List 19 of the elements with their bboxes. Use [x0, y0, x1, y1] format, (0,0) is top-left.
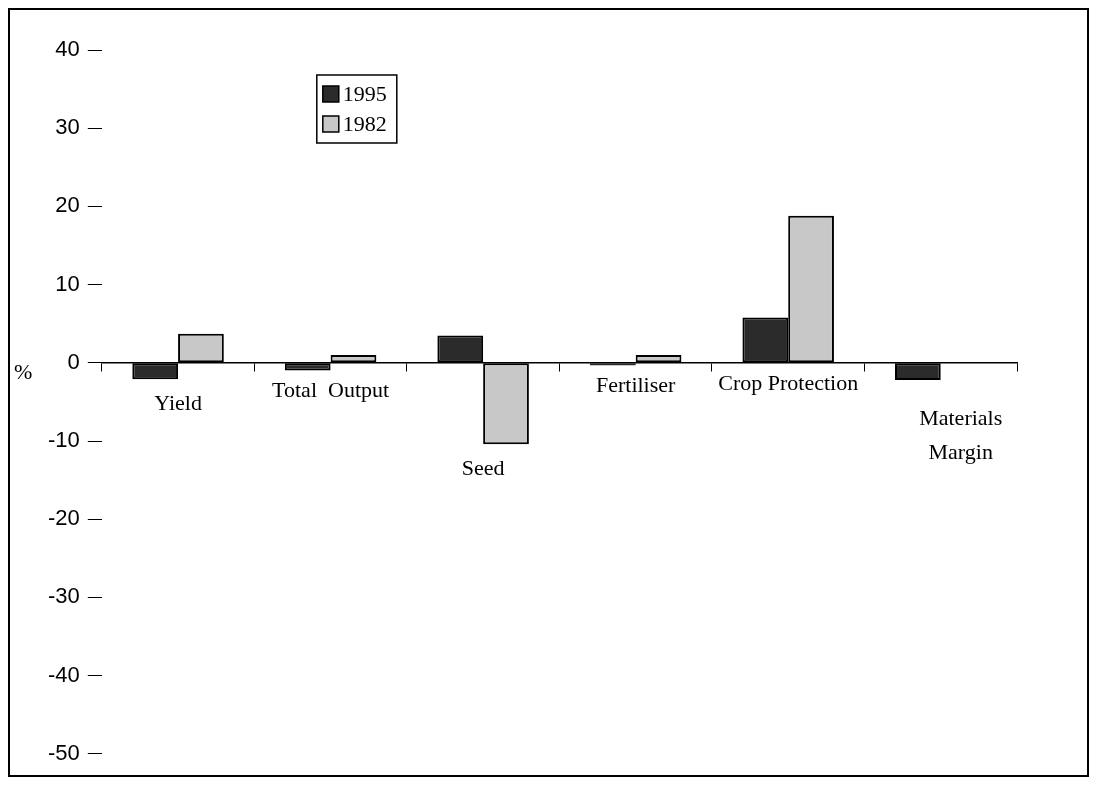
y-tick-label: -30 [48, 583, 80, 609]
y-tick-label: -50 [48, 739, 80, 765]
x-tick-label: Yield [154, 390, 202, 415]
x-tick-label: Total Output [272, 377, 390, 403]
y-tick-label: 20 [55, 192, 80, 218]
y-tick-label: 40 [55, 36, 80, 62]
y-tick-label: -10 [48, 427, 80, 453]
y-tick-label: -20 [48, 505, 80, 531]
x-tick-label: Seed [461, 454, 505, 480]
x-tick-label: Materials Margin [919, 404, 1003, 464]
legend-label: 1995 [342, 80, 387, 106]
x-tick-label: Crop Protection [718, 369, 859, 395]
x-tick-label: Fertiliser [595, 371, 677, 397]
y-tick-label: 30 [55, 114, 80, 140]
y-tick-label: 10 [55, 270, 80, 296]
y-tick-label: 0 [67, 348, 80, 374]
y-tick-label: -40 [48, 661, 80, 687]
legend-label: 1982 [342, 110, 387, 136]
y-axis-title: % [14, 358, 33, 384]
